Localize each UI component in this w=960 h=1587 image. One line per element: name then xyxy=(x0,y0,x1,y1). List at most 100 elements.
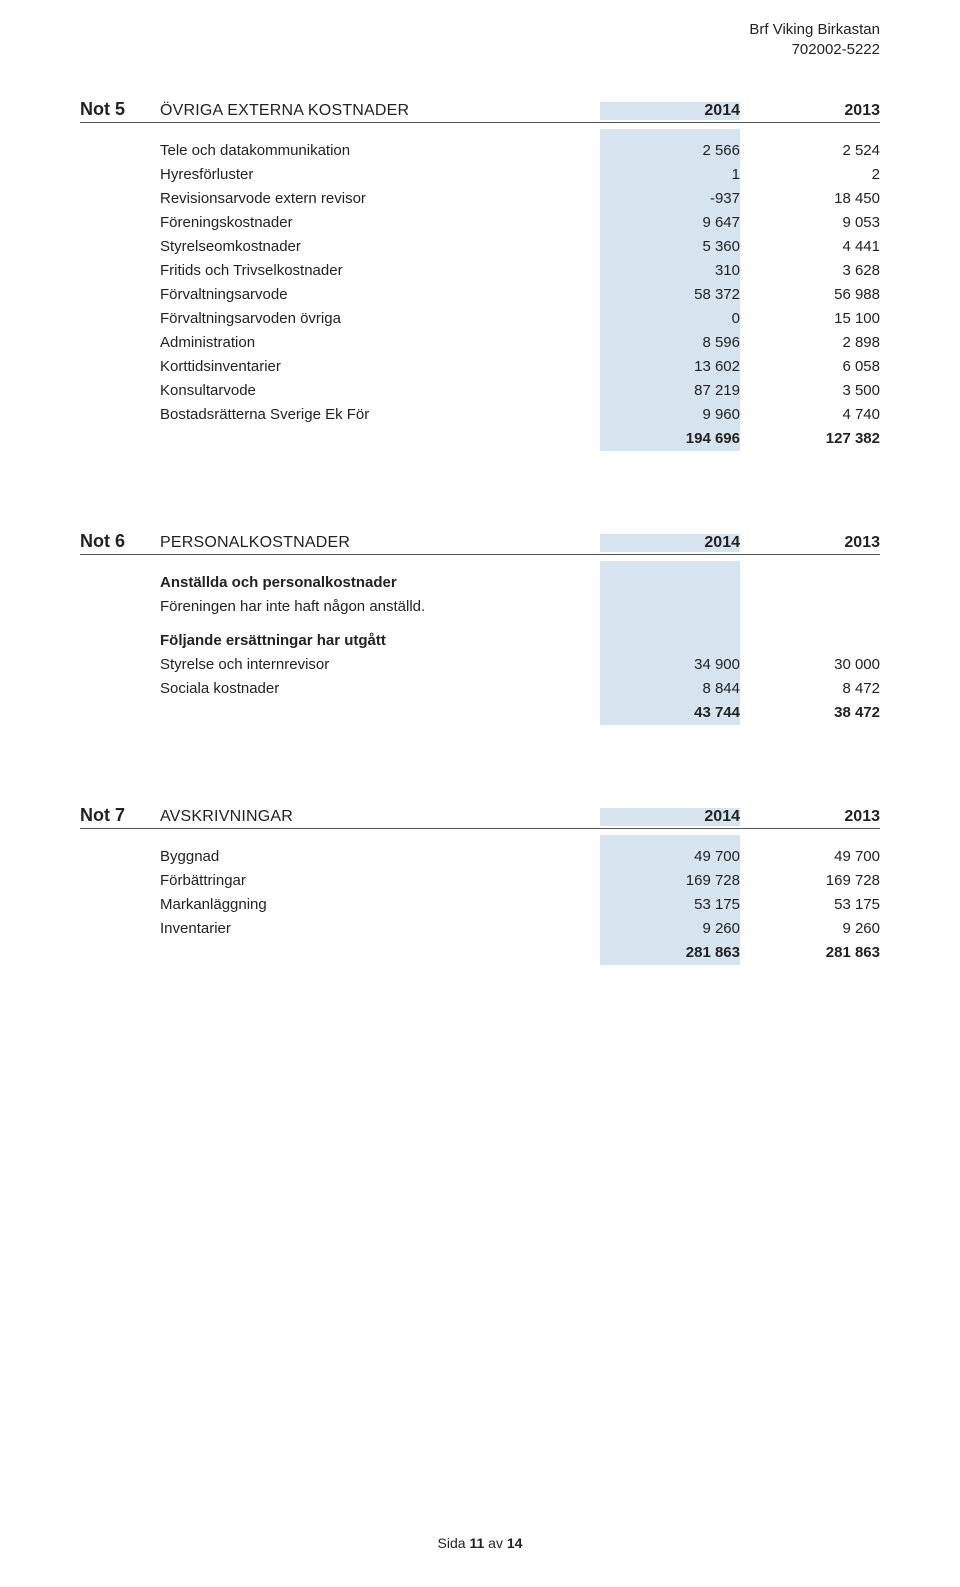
note-7-year1: 2014 xyxy=(600,808,740,826)
document-header: Brf Viking Birkastan 702002-5222 xyxy=(80,20,880,59)
note-7-total-label xyxy=(160,941,600,965)
note-6-value-2013: 30 000 xyxy=(740,653,880,677)
note-5-total-v1: 194 696 xyxy=(600,427,740,451)
note-5-total-row: 194 696 127 382 xyxy=(80,427,880,451)
note-6-value-2014: 34 900 xyxy=(600,653,740,677)
note-7-label: Inventarier xyxy=(160,917,600,941)
note-5-label: Fritids och Trivselkostnader xyxy=(160,259,600,283)
note-6-row: Sociala kostnader8 8448 472 xyxy=(80,677,880,701)
note-6-sub2-heading-row: Följande ersättningar har utgått xyxy=(80,629,880,653)
note-5-row: Fritids och Trivselkostnader3103 628 xyxy=(80,259,880,283)
note-5-row: Administration8 5962 898 xyxy=(80,331,880,355)
note-5-year1: 2014 xyxy=(600,102,740,120)
note-6-year2: 2013 xyxy=(740,534,880,552)
note-7-value-2014: 53 175 xyxy=(600,893,740,917)
note-7-value-2013: 9 260 xyxy=(740,917,880,941)
note-7-total-v1: 281 863 xyxy=(600,941,740,965)
footer-mid: av xyxy=(484,1535,507,1551)
note-5-value-2014: 0 xyxy=(600,307,740,331)
note-7-year2: 2013 xyxy=(740,808,880,826)
note-6-row: Styrelse och internrevisor34 90030 000 xyxy=(80,653,880,677)
note-5-label: Föreningskostnader xyxy=(160,211,600,235)
note-7-title: AVSKRIVNINGAR xyxy=(160,808,600,826)
note-5-row: Hyresförluster12 xyxy=(80,163,880,187)
note-6-sub1-heading-row: Anställda och personalkostnader xyxy=(80,571,880,595)
note-5-number: Not 5 xyxy=(80,99,160,120)
note-7-number: Not 7 xyxy=(80,805,160,826)
note-5-value-2014: 87 219 xyxy=(600,379,740,403)
note-5-year2: 2013 xyxy=(740,102,880,120)
note-6-year1: 2014 xyxy=(600,534,740,552)
note-5-label: Förvaltningsarvode xyxy=(160,283,600,307)
note-7-value-2014: 169 728 xyxy=(600,869,740,893)
note-5-row: Föreningskostnader9 6479 053 xyxy=(80,211,880,235)
note-5-section: Not 5 ÖVRIGA EXTERNA KOSTNADER 2014 2013… xyxy=(80,99,880,451)
note-6-sub1-text: Föreningen har inte haft någon anställd. xyxy=(160,595,600,619)
note-5-label: Förvaltningsarvoden övriga xyxy=(160,307,600,331)
note-7-value-2013: 49 700 xyxy=(740,845,880,869)
note-6-number: Not 6 xyxy=(80,531,160,552)
note-5-value-2014: 58 372 xyxy=(600,283,740,307)
note-5-value-2013: 15 100 xyxy=(740,307,880,331)
note-7-row: Byggnad49 70049 700 xyxy=(80,845,880,869)
note-5-body: Tele och datakommunikation2 5662 524Hyre… xyxy=(80,129,880,451)
footer-prefix: Sida xyxy=(438,1535,470,1551)
note-5-total-label xyxy=(160,427,600,451)
note-7-total-row: 281 863 281 863 xyxy=(80,941,880,965)
note-7-header: Not 7 AVSKRIVNINGAR 2014 2013 xyxy=(80,805,880,829)
note-5-value-2014: 1 xyxy=(600,163,740,187)
note-5-value-2013: 4 441 xyxy=(740,235,880,259)
note-5-row: Förvaltningsarvode58 37256 988 xyxy=(80,283,880,307)
note-7-section: Not 7 AVSKRIVNINGAR 2014 2013 Byggnad49 … xyxy=(80,805,880,965)
footer-page: 11 xyxy=(469,1535,484,1551)
note-7-value-2013: 53 175 xyxy=(740,893,880,917)
note-5-value-2013: 4 740 xyxy=(740,403,880,427)
company-name: Brf Viking Birkastan xyxy=(80,20,880,40)
note-5-label: Hyresförluster xyxy=(160,163,600,187)
note-7-value-2014: 49 700 xyxy=(600,845,740,869)
note-5-row: Konsultarvode87 2193 500 xyxy=(80,379,880,403)
note-6-body: Anställda och personalkostnader Förening… xyxy=(80,561,880,725)
note-5-value-2013: 2 898 xyxy=(740,331,880,355)
note-6-value-2014: 8 844 xyxy=(600,677,740,701)
note-6-total-v1: 43 744 xyxy=(600,701,740,725)
note-5-value-2013: 3 500 xyxy=(740,379,880,403)
note-6-title: PERSONALKOSTNADER xyxy=(160,534,600,552)
note-5-value-2014: 5 360 xyxy=(600,235,740,259)
note-5-total-v2: 127 382 xyxy=(740,427,880,451)
note-5-label: Administration xyxy=(160,331,600,355)
note-5-label: Tele och datakommunikation xyxy=(160,139,600,163)
note-6-total-label xyxy=(160,701,600,725)
note-7-total-v2: 281 863 xyxy=(740,941,880,965)
org-number: 702002-5222 xyxy=(80,40,880,60)
note-6-sub1-heading: Anställda och personalkostnader xyxy=(160,571,600,595)
note-5-row: Styrelseomkostnader5 3604 441 xyxy=(80,235,880,259)
note-5-label: Styrelseomkostnader xyxy=(160,235,600,259)
note-5-value-2014: 2 566 xyxy=(600,139,740,163)
note-5-value-2014: 8 596 xyxy=(600,331,740,355)
note-5-value-2013: 3 628 xyxy=(740,259,880,283)
note-5-row: Korttidsinventarier13 6026 058 xyxy=(80,355,880,379)
note-6-sub2-heading: Följande ersättningar har utgått xyxy=(160,629,600,653)
note-5-value-2014: 13 602 xyxy=(600,355,740,379)
note-5-value-2013: 9 053 xyxy=(740,211,880,235)
note-5-header: Not 5 ÖVRIGA EXTERNA KOSTNADER 2014 2013 xyxy=(80,99,880,123)
note-5-row: Bostadsrätterna Sverige Ek För9 9604 740 xyxy=(80,403,880,427)
note-5-row: Förvaltningsarvoden övriga015 100 xyxy=(80,307,880,331)
note-5-label: Korttidsinventarier xyxy=(160,355,600,379)
note-5-value-2013: 18 450 xyxy=(740,187,880,211)
note-7-label: Byggnad xyxy=(160,845,600,869)
note-5-value-2014: 310 xyxy=(600,259,740,283)
note-5-value-2013: 6 058 xyxy=(740,355,880,379)
note-6-total-row: 43 744 38 472 xyxy=(80,701,880,725)
note-7-value-2013: 169 728 xyxy=(740,869,880,893)
note-7-row: Förbättringar169 728169 728 xyxy=(80,869,880,893)
page-footer: Sida 11 av 14 xyxy=(0,1535,960,1551)
note-7-label: Markanläggning xyxy=(160,893,600,917)
note-5-title: ÖVRIGA EXTERNA KOSTNADER xyxy=(160,102,600,120)
note-7-label: Förbättringar xyxy=(160,869,600,893)
note-5-value-2014: 9 960 xyxy=(600,403,740,427)
note-5-row: Revisionsarvode extern revisor-93718 450 xyxy=(80,187,880,211)
note-5-value-2013: 56 988 xyxy=(740,283,880,307)
note-5-row: Tele och datakommunikation2 5662 524 xyxy=(80,139,880,163)
